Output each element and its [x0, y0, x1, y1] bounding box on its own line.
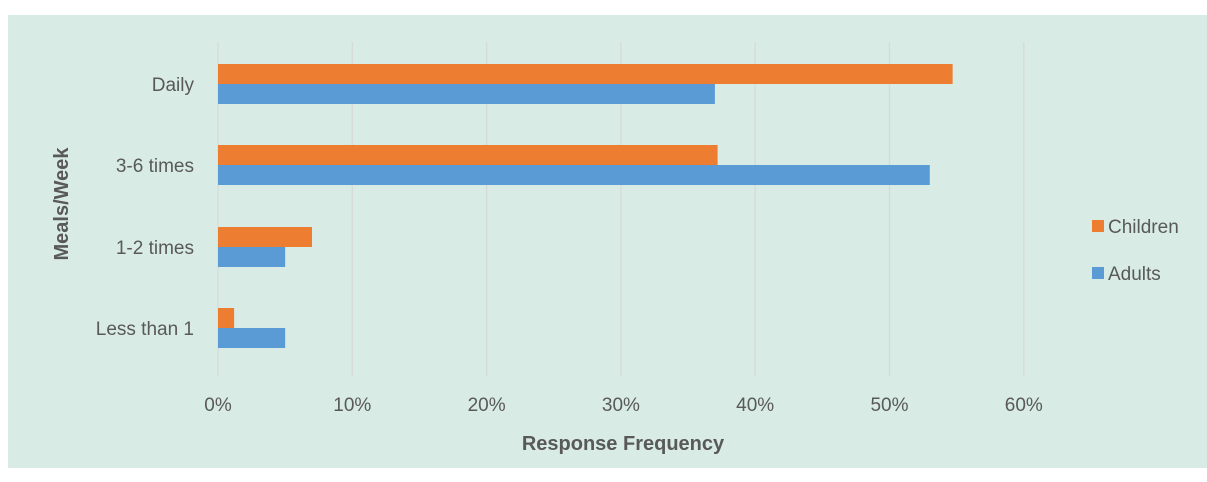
x-tick-label: 40% — [736, 395, 774, 416]
y-tick-label: 1-2 times — [116, 238, 194, 259]
y-axis-title: Meals/Week — [51, 147, 73, 261]
bar-children — [218, 227, 313, 247]
bar-adults — [218, 165, 930, 185]
x-tick-label: 20% — [468, 395, 506, 416]
y-tick-label: Daily — [152, 75, 195, 96]
legend: Children Adults — [1092, 217, 1179, 285]
legend-swatch-adults — [1092, 267, 1104, 279]
bars — [218, 64, 953, 348]
legend-label-adults: Adults — [1108, 264, 1161, 285]
bar-adults — [218, 247, 286, 267]
bar-children — [218, 308, 235, 328]
x-tick-label: 60% — [1005, 395, 1043, 416]
bar-children — [218, 64, 953, 84]
legend-swatch-children — [1092, 220, 1104, 232]
x-axis-tick-labels: 0% 10% 20% 30% 40% 50% 60% — [204, 395, 1043, 416]
x-tick-label: 10% — [333, 395, 371, 416]
bar-adults — [218, 328, 286, 348]
x-tick-label: 0% — [204, 395, 232, 416]
bar-adults — [218, 84, 715, 104]
x-tick-label: 30% — [602, 395, 640, 416]
y-axis-tick-labels: Daily 3-6 times 1-2 times Less than 1 — [96, 75, 195, 340]
legend-label-children: Children — [1108, 217, 1179, 238]
x-tick-label: 50% — [870, 395, 908, 416]
y-tick-label: Less than 1 — [96, 319, 194, 340]
bar-children — [218, 145, 718, 165]
y-tick-label: 3-6 times — [116, 156, 194, 177]
x-axis-title: Response Frequency — [522, 433, 725, 455]
